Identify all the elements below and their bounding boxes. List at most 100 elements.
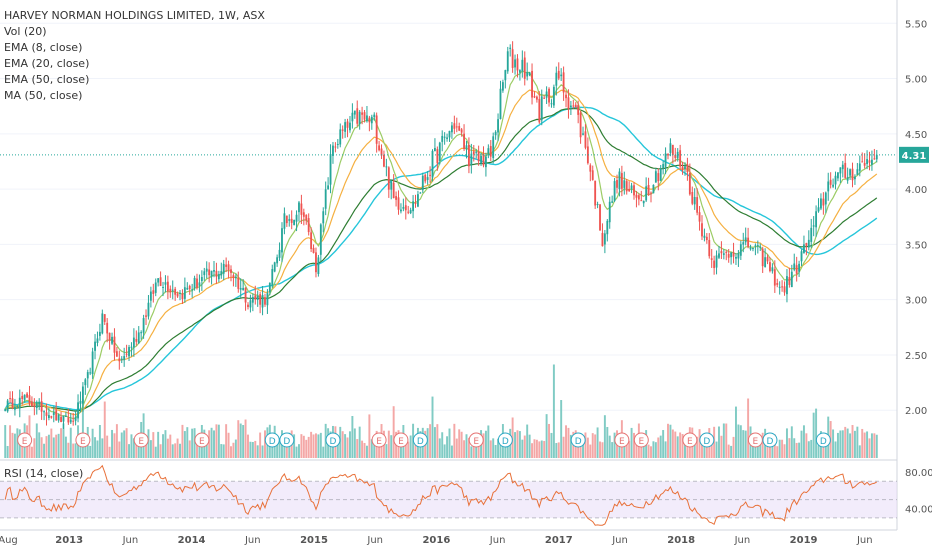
volume-bar — [659, 435, 662, 458]
earnings-marker[interactable] — [633, 432, 649, 448]
volume-bar — [591, 433, 594, 458]
candle-body — [188, 285, 191, 290]
dividend-marker[interactable] — [497, 432, 513, 448]
study-ema8[interactable]: EMA (8, close) — [4, 41, 83, 54]
volume-bar — [239, 423, 242, 458]
volume-bar — [657, 437, 660, 458]
chart-title[interactable]: HARVEY NORMAN HOLDINGS LIMITED, 1W, ASX — [4, 9, 265, 22]
dividend-marker[interactable] — [279, 432, 295, 448]
dividend-marker[interactable] — [762, 432, 778, 448]
volume-bar — [108, 446, 111, 458]
earnings-marker[interactable] — [614, 432, 630, 448]
dividend-marker[interactable] — [815, 432, 831, 448]
volume-bar — [739, 425, 742, 458]
candle-body — [654, 171, 657, 183]
candle-body — [407, 211, 410, 213]
time-tick-label: Jun — [366, 535, 383, 546]
candle-body — [55, 410, 58, 421]
earnings-marker[interactable] — [468, 432, 484, 448]
candle-body — [400, 209, 402, 212]
candle-body — [601, 232, 604, 247]
dividend-marker[interactable] — [264, 432, 280, 448]
candle-body — [132, 337, 135, 348]
candle-body — [807, 239, 810, 248]
candle-body — [268, 282, 271, 293]
volume-bar — [778, 439, 781, 458]
candle-body — [545, 91, 548, 98]
candle-body — [861, 161, 864, 163]
dividend-marker[interactable] — [412, 432, 428, 448]
volume-bar — [650, 446, 652, 458]
candle-body — [671, 144, 674, 156]
volume-bar — [737, 424, 740, 458]
earnings-marker[interactable] — [17, 432, 33, 448]
volume-bar — [494, 444, 497, 458]
candle-body — [72, 420, 75, 422]
candle-body — [735, 257, 737, 259]
volume-bar — [548, 423, 551, 458]
candle-body — [538, 98, 541, 123]
study-vol[interactable]: Vol (20) — [4, 25, 47, 38]
study-ema20[interactable]: EMA (20, close) — [4, 57, 90, 70]
candle-body — [310, 232, 313, 250]
study-ema50[interactable]: EMA (50, close) — [4, 73, 90, 86]
rsi-line — [4, 464, 878, 526]
candle-body — [501, 82, 504, 91]
volume-bar — [538, 441, 541, 458]
candle-body — [451, 125, 453, 133]
earnings-marker[interactable] — [682, 432, 698, 448]
candle-body — [511, 49, 514, 68]
study-ma50[interactable]: MA (50, close) — [4, 89, 83, 102]
volume-bar — [154, 446, 157, 458]
volume-bar — [344, 434, 347, 458]
earnings-marker[interactable] — [747, 432, 763, 448]
rsi-legend[interactable]: RSI (14, close) — [4, 467, 84, 480]
volume-bar — [540, 440, 543, 458]
volume-bar — [477, 441, 480, 458]
earnings-label: E — [138, 437, 144, 447]
candle-body — [271, 269, 274, 286]
candle-body — [322, 211, 325, 224]
candle-body — [62, 415, 65, 422]
earnings-marker[interactable] — [393, 432, 409, 448]
earnings-marker[interactable] — [133, 432, 149, 448]
volume-bar — [810, 439, 813, 458]
candle-body — [613, 181, 616, 201]
dividend-marker[interactable] — [570, 432, 586, 448]
volume-bar — [407, 441, 410, 458]
candle-body — [543, 97, 546, 99]
candle-body — [446, 137, 448, 139]
candle-body — [349, 122, 351, 131]
earnings-label: E — [398, 437, 404, 447]
volume-bar — [230, 446, 232, 458]
earnings-marker[interactable] — [371, 432, 387, 448]
volume-bar — [861, 428, 864, 458]
candle-body — [426, 177, 429, 180]
volume-bar — [851, 425, 854, 458]
volume-bar — [844, 426, 847, 458]
candle-body — [579, 112, 582, 138]
time-tick-label: 2013 — [55, 535, 83, 546]
candle-body — [419, 192, 422, 194]
candle-body — [769, 262, 771, 272]
candle-body — [773, 269, 776, 286]
time-tick-label: 2019 — [790, 535, 818, 546]
volume-bar — [310, 431, 313, 458]
volume-bar — [555, 443, 558, 458]
volume-bar — [52, 437, 55, 458]
candle-body — [618, 171, 621, 190]
earnings-marker[interactable] — [194, 432, 210, 448]
candle-body — [443, 136, 446, 138]
dividend-marker[interactable] — [325, 432, 341, 448]
volume-bar — [565, 425, 568, 458]
dividend-marker[interactable] — [699, 432, 715, 448]
earnings-marker[interactable] — [75, 432, 91, 448]
candle-body — [873, 158, 876, 160]
candle-body — [14, 407, 16, 410]
candle-body — [74, 416, 77, 421]
candle-body — [591, 170, 594, 180]
candle-body — [759, 247, 762, 249]
candle-body — [732, 252, 735, 257]
volume-bar — [254, 440, 257, 458]
